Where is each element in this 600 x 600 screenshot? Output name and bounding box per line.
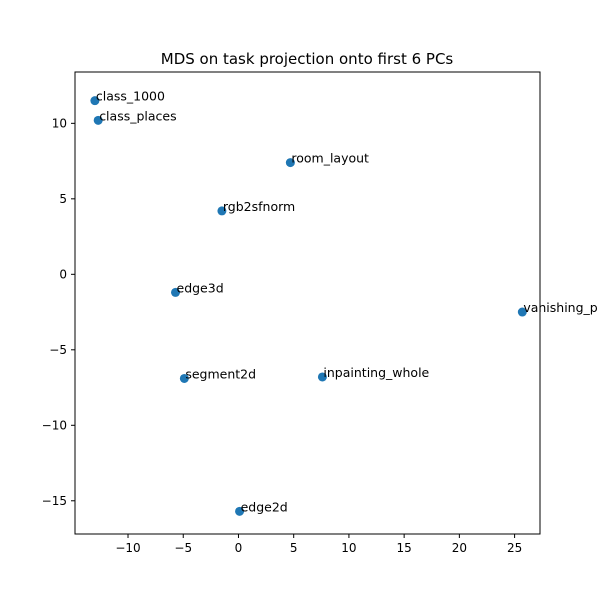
point-label: room_layout (291, 151, 369, 166)
y-tick-label: 0 (59, 267, 67, 281)
x-tick-label: 15 (397, 541, 412, 555)
y-tick-label: −10 (42, 418, 67, 432)
x-tick-label: 25 (507, 541, 522, 555)
x-tick-label: −5 (174, 541, 192, 555)
x-tick-label: 20 (452, 541, 467, 555)
data-points (90, 96, 527, 516)
point-label: vanishing_p (523, 300, 597, 315)
y-tick-label: −15 (42, 494, 67, 508)
data-point (217, 206, 227, 216)
point-label: inpainting_whole (323, 365, 429, 380)
chart-title: MDS on task projection onto first 6 PCs (161, 50, 454, 68)
y-tick-label: 5 (59, 192, 67, 206)
point-label: edge2d (241, 499, 288, 514)
x-tick-label: −10 (115, 541, 140, 555)
plot-frame (74, 71, 541, 535)
x-tick-label: 10 (341, 541, 356, 555)
data-point (317, 372, 327, 382)
point-labels: class_1000 class_places room_layout rgb2sfn… (96, 89, 598, 515)
data-point (171, 287, 181, 297)
x-tick-label: 0 (235, 541, 243, 555)
point-label: rgb2sfnorm (223, 199, 295, 214)
point-label: segment2d (185, 366, 256, 381)
data-point (179, 373, 189, 383)
data-point (517, 307, 527, 317)
data-point (235, 506, 245, 516)
data-point (285, 158, 295, 168)
point-label: class_places (99, 108, 176, 123)
y-tick-label: −5 (49, 343, 67, 357)
axis-ticks: −10 −5 0 5 10 15 20 25 −15 −10 −5 0 5 10 (42, 116, 523, 555)
y-tick-label: 10 (52, 116, 67, 130)
point-label: class_1000 (96, 89, 165, 104)
x-tick-label: 5 (290, 541, 298, 555)
point-label: edge3d (177, 280, 224, 295)
data-point (93, 115, 103, 125)
data-point (90, 96, 100, 106)
